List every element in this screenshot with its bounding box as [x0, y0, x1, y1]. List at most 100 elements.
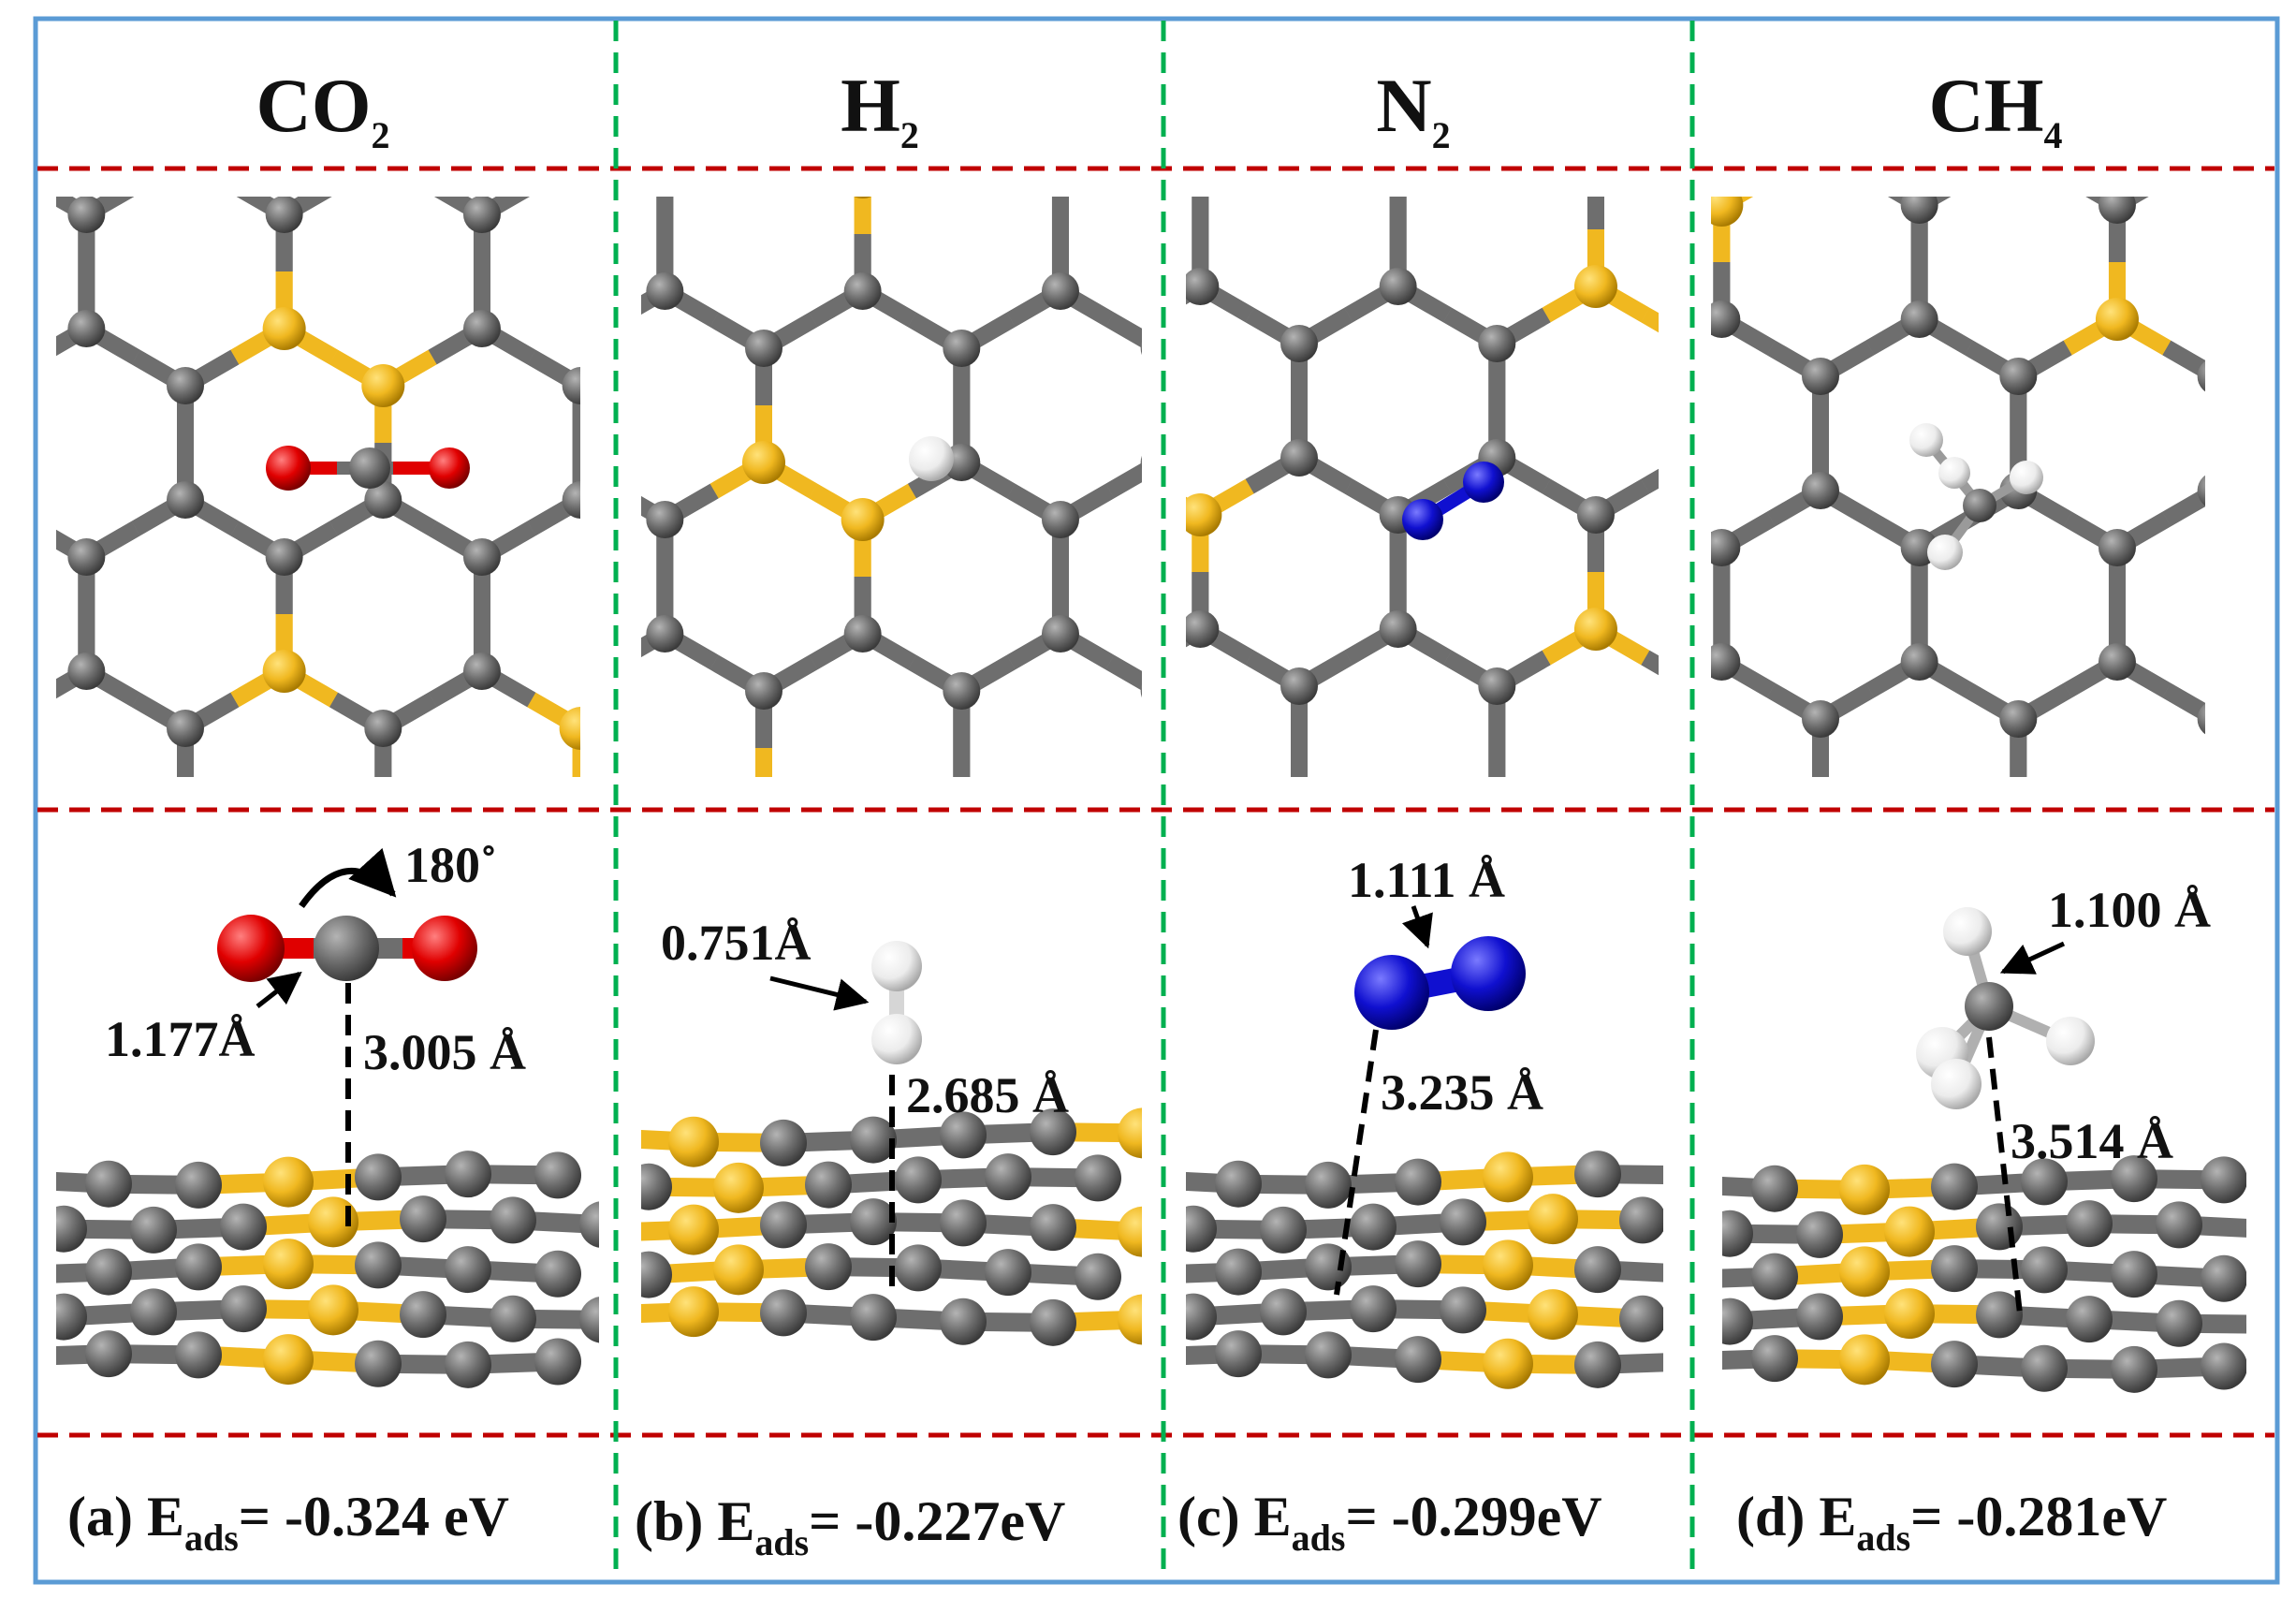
lattice-bond — [1227, 348, 1277, 377]
lattice-bond — [1771, 148, 1821, 177]
carbon-atom — [1999, 358, 2038, 395]
lattice-bond — [0, 462, 22, 491]
row-dividers — [37, 166, 2274, 1438]
carbon-atom — [1075, 1253, 1121, 1300]
lattice-bond — [1623, 1034, 1673, 1063]
carbon-atom — [1505, 529, 1543, 566]
lattice-bond — [878, 872, 928, 901]
carbon-atom — [1308, 986, 1345, 1023]
lattice-bond — [755, 829, 805, 858]
lattice-bond — [1744, 829, 1793, 858]
lattice-bond — [616, 149, 665, 178]
lattice-bond — [566, 663, 616, 692]
lattice-bond — [1060, 976, 1110, 1005]
lattice-bond — [2040, 458, 2090, 487]
carbon-atom — [859, 881, 897, 918]
carbon-atom — [1664, 1251, 1711, 1298]
lattice-bond — [220, 634, 270, 663]
lattice-bond — [22, 291, 72, 320]
lattice-bond — [22, 291, 72, 320]
lattice-bond — [285, 1014, 334, 1043]
lattice-bond — [517, 0, 566, 6]
lattice-bond — [136, 157, 185, 186]
lattice-bond — [1079, 520, 1129, 549]
carbon-atom — [895, 1156, 942, 1204]
lattice-bond — [1920, 0, 1969, 6]
lattice-bond — [1474, 0, 1524, 6]
lattice-bond — [706, 1001, 755, 1030]
lattice-bond — [566, 120, 616, 149]
dopant-atom — [1206, 355, 1249, 398]
carbon-atom — [52, 843, 90, 881]
lattice-bond — [1721, 1004, 1771, 1034]
lattice-bond — [1128, 177, 1177, 206]
lattice-bond — [22, 149, 72, 178]
lattice-bond — [1277, 1004, 1326, 1034]
dopant-atom — [742, 441, 785, 484]
dopant-atom — [713, 1244, 764, 1296]
lattice-bond — [2167, 148, 2216, 177]
carbon-atom — [167, 367, 204, 404]
lattice-bond — [508, 458, 558, 487]
lattice-bond — [71, 834, 121, 863]
lattice-bond — [1177, 148, 1227, 177]
lattice-bond — [2216, 691, 2266, 720]
lattice-bond — [532, 843, 581, 872]
lattice-bond — [170, 320, 220, 349]
lattice-bond — [1160, 120, 1209, 149]
lattice-bond — [1125, 700, 1175, 729]
lattice-bond — [1105, 654, 1142, 691]
lattice-bond — [1128, 520, 1177, 549]
carbon-atom — [1604, 129, 1642, 167]
lattice-bond — [1573, 348, 1623, 377]
lattice-bond — [1250, 800, 1299, 829]
lattice-bond — [1744, 286, 1793, 315]
lattice-bond — [86, 872, 136, 901]
carbon-atom — [1619, 1295, 1663, 1342]
lattice-bond — [755, 629, 805, 658]
lattice-bond — [912, 0, 961, 6]
carbon-atom — [2270, 325, 2296, 362]
lattice-bond — [2090, 115, 2140, 144]
column-dividers — [613, 21, 1695, 1580]
lattice-bond — [779, 843, 828, 872]
lattice-bond — [508, 800, 558, 829]
carbon-atom — [661, 995, 698, 1033]
lattice-bond — [1821, 1034, 1870, 1063]
lattice-bond — [235, 0, 285, 15]
lattice-bond — [1326, 177, 1376, 206]
carbon-atom — [1239, 958, 1277, 995]
lattice-bond — [1052, 458, 1102, 487]
carbon-atom — [1478, 782, 1515, 819]
lattice-bond — [828, 0, 878, 15]
lattice-bond — [680, 872, 729, 901]
carbon-atom — [1215, 1330, 1262, 1378]
carbon-atom — [400, 1195, 446, 1243]
carbon-atom — [661, 0, 698, 5]
lattice-bond — [185, 843, 235, 872]
carbon-atom — [1305, 1161, 1352, 1209]
lattice-bond — [0, 320, 22, 349]
lattice-bond — [1102, 115, 1151, 144]
dopant-atom — [2069, 436, 2112, 479]
lattice-bond — [1573, 691, 1623, 720]
carbon-atom — [1181, 953, 1219, 990]
lattice-bond — [1771, 833, 1821, 862]
lattice-bond — [482, 0, 532, 15]
lattice-bond — [1052, 800, 1102, 829]
carbon-atom — [850, 1198, 897, 1246]
carbon-atom — [85, 1330, 132, 1378]
lattice-bond — [368, 320, 417, 349]
lattice-bond — [680, 872, 729, 901]
lattice-bond — [1596, 829, 1645, 858]
lattice-bond — [878, 872, 928, 901]
lattice-bond — [2162, 340, 2205, 380]
lattice-bond — [1177, 1034, 1227, 1063]
hydrogen-atom — [1943, 907, 1992, 956]
dopant-atom — [668, 1116, 719, 1167]
carbon-atom — [1775, 154, 1812, 191]
lattice-bond — [1893, 800, 1942, 829]
carbon-atom — [760, 24, 797, 62]
lattice-bond — [2265, 319, 2296, 348]
lattice-bond — [2189, 829, 2239, 858]
